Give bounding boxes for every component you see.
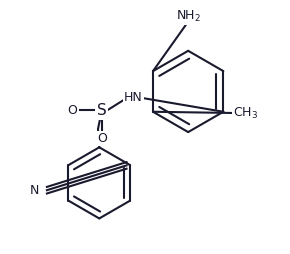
Text: CH$_3$: CH$_3$ — [233, 105, 258, 121]
Text: N: N — [30, 184, 39, 197]
Text: S: S — [97, 103, 107, 118]
Text: O: O — [97, 132, 107, 145]
Text: O: O — [68, 104, 77, 117]
Text: HN: HN — [124, 91, 143, 104]
Text: NH$_2$: NH$_2$ — [176, 9, 201, 24]
